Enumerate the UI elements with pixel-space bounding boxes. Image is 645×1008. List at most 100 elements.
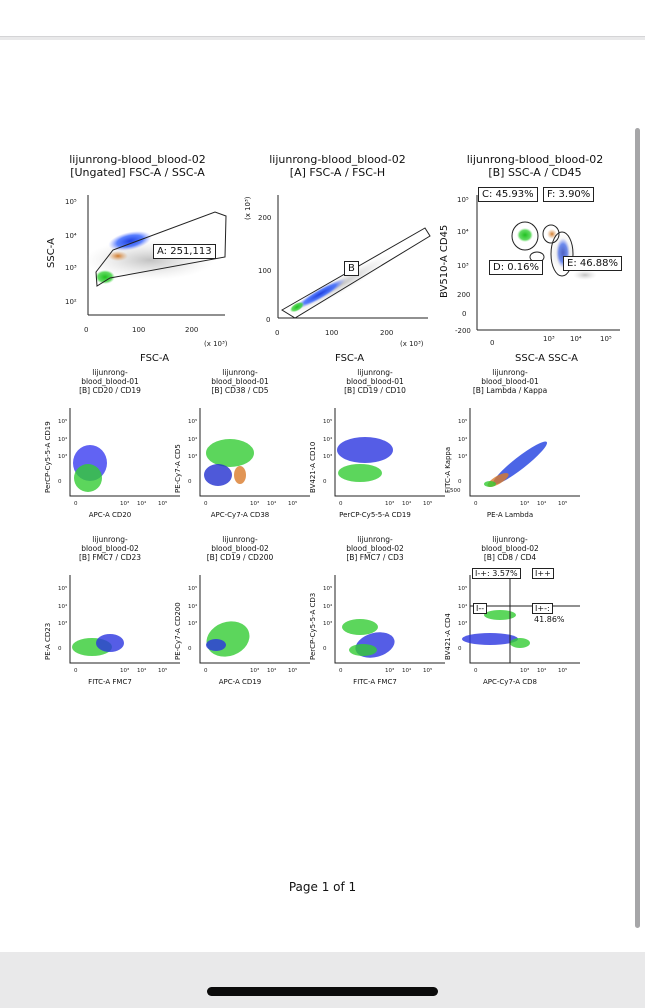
y-tick: 10⁵ [188, 418, 197, 425]
gate-label[interactable]: C: 45.93% [478, 187, 538, 202]
gate-label[interactable]: I++ [532, 568, 554, 579]
x-tick: 0 [474, 501, 478, 507]
axes [334, 408, 445, 497]
x-tick: 10⁴ [137, 667, 147, 674]
plot-canvas: 10⁵ 10⁴ 10³ 0 0 10³ 10⁴ 10⁵ [58, 408, 180, 507]
cell-population [206, 639, 226, 651]
y-tick: 10⁴ [188, 603, 198, 610]
cell-population [484, 481, 496, 487]
gate-label[interactable]: I+-: [532, 603, 553, 614]
plot-title: lijunrong-blood_blood-02 [B] CD8 / CD4 [481, 535, 539, 562]
axes [199, 408, 310, 497]
x-tick: 10⁵ [423, 667, 432, 674]
y-tick: -500 [448, 488, 461, 494]
y-tick: 10³ [58, 620, 67, 627]
cell-population [510, 638, 530, 648]
y-axis-label: BV421-A CD4 [444, 613, 452, 660]
x-tick: 200 [185, 326, 198, 334]
plot-canvas: 10⁵ 10⁴ 10³ 0 -500 0 10³ 10⁴ 10⁵ [448, 408, 580, 507]
cell-population [349, 644, 377, 656]
x-tick: 10⁴ [267, 667, 277, 674]
y-axis-label: PerCP-Cy5-5-A CD3 [309, 592, 317, 660]
axes [199, 575, 310, 664]
viewer-top-bar [0, 0, 645, 37]
y-tick: 10⁵ [58, 585, 67, 592]
y-tick: 10⁵ [457, 196, 469, 204]
home-indicator[interactable] [207, 987, 438, 996]
y-tick: 10⁴ [188, 436, 198, 443]
row-axis-label: SSC-A SSC-A [515, 353, 578, 364]
x-axis-label: PE-A Lambda [486, 511, 534, 519]
x-tick: 10⁵ [558, 667, 567, 674]
plot-b-cd38-cd5: lijunrong-blood_blood-01 [B] CD38 / CD5 10… [170, 368, 310, 528]
x-tick: 10⁵ [288, 667, 297, 674]
y-tick: 0 [458, 646, 462, 652]
plot-title: lijunrong-blood_blood-01 [B] Lambda / Kap… [472, 368, 548, 395]
plot-canvas: 200 100 0 0 100 200 (x 10³) [258, 195, 431, 348]
gate-label[interactable]: D: 0.16% [489, 260, 544, 275]
y-tick: 10⁴ [458, 603, 468, 610]
plot-title: lijunrong-blood_blood-02 [B] CD19 / CD200 [206, 535, 274, 562]
scrollbar[interactable] [635, 128, 640, 928]
row-axis-label: FSC-A [335, 353, 365, 364]
cell-population [204, 464, 232, 486]
x-tick: 100 [325, 329, 338, 337]
y-tick: 100 [258, 267, 271, 275]
cell-population [206, 621, 250, 657]
x-tick: 0 [204, 501, 208, 507]
x-tick: 10⁴ [537, 500, 547, 507]
cell-population [484, 610, 516, 620]
axes [469, 575, 580, 664]
gate-label[interactable]: B [344, 261, 359, 276]
y-tick: 10⁴ [58, 603, 68, 610]
gate-label[interactable]: A: 251,113 [153, 244, 216, 259]
gate-label[interactable]: I-- [473, 603, 488, 614]
plot-title: lijunrong-blood_blood-01 [B] CD38 / CD5 [211, 368, 269, 395]
y-tick: 10⁵ [323, 585, 332, 592]
x-tick: 0 [339, 501, 343, 507]
y-tick: 10⁴ [457, 228, 469, 236]
x-axis-label: PerCP-Cy5-5-A CD19 [339, 511, 411, 519]
y-tick: 10⁵ [65, 198, 77, 206]
x-tick: 0 [204, 668, 208, 674]
x-tick: 0 [74, 501, 78, 507]
y-tick: 10⁴ [458, 436, 468, 443]
plot-b-cd19-cd10: lijunrong-blood_blood-01 [B] CD19 / CD10 1… [305, 368, 445, 528]
axes [469, 408, 580, 497]
cell-population [74, 464, 102, 492]
y-axis-label: BV510-A CD45 [439, 224, 450, 298]
x-axis-label: APC-A CD19 [218, 678, 262, 686]
plot-fsca-fsch: lijunrong-blood_blood-02 [A] FSC-A / FSC-… [240, 150, 435, 350]
plot-canvas: 10⁵ 10⁴ 10³ 0 0 10³ 10⁴ 10⁵ [323, 575, 445, 674]
gate-label[interactable]: E: 46.88% [563, 256, 622, 271]
y-tick: 0 [458, 479, 462, 485]
x-tick: 100 [132, 326, 145, 334]
plot-b-cd8-cd4: lijunrong-blood_blood-02 [B] CD8 / CD4 10⁵… [440, 535, 580, 695]
y-tick: 10⁵ [458, 418, 467, 425]
cell-population [96, 634, 124, 652]
x-unit: (x 10³) [400, 340, 424, 348]
x-tick: 10⁴ [402, 500, 412, 507]
y-axis-label: PE-A CD23 [44, 622, 52, 660]
y-tick: 10³ [58, 453, 67, 460]
gate-label[interactable]: 41.86% [532, 615, 567, 624]
y-tick: 10³ [65, 264, 77, 272]
plot-title: lijunrong-blood_blood-02 [Ungated] FSC-A … [69, 153, 206, 180]
x-tick: 0 [84, 326, 88, 334]
x-tick: 10⁵ [158, 667, 167, 674]
y-axis-label: PE-Cy7-A CD200 [174, 602, 182, 660]
cell-population [462, 633, 518, 645]
gate-label[interactable]: I-+: 3.57% [472, 568, 521, 579]
x-tick: 10⁴ [267, 500, 277, 507]
x-tick: 10⁴ [402, 667, 412, 674]
x-tick: 10⁵ [288, 500, 297, 507]
y-tick: 10³ [188, 620, 197, 627]
y-tick: 10⁵ [458, 585, 467, 592]
y-tick: 10³ [458, 453, 467, 460]
x-tick: 0 [275, 329, 279, 337]
y-tick: 10⁵ [188, 585, 197, 592]
cell-population [342, 619, 378, 635]
y-axis-label: BV421-A CD10 [309, 441, 317, 493]
x-tick: 10³ [385, 500, 394, 507]
gate-label[interactable]: F: 3.90% [543, 187, 595, 202]
